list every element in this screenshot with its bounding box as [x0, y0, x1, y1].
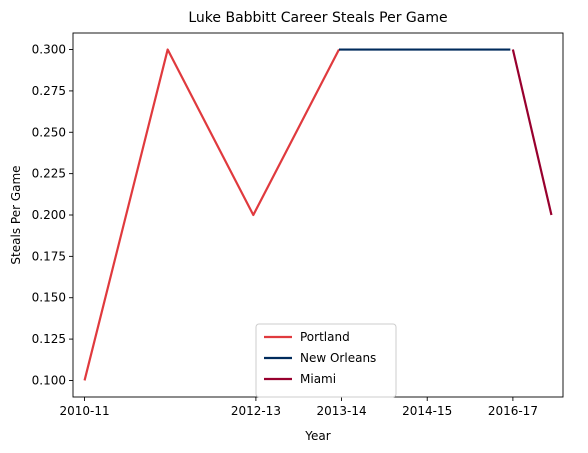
y-tick-label: 0.150: [32, 291, 66, 305]
x-tick-label: 2012-13: [231, 404, 281, 418]
series-lines: [83, 48, 553, 381]
y-tick-label: 0.300: [32, 43, 66, 57]
y-tick-label: 0.175: [32, 249, 66, 263]
legend-entry-label: Portland: [300, 330, 350, 344]
x-axis-title: Year: [304, 429, 330, 443]
y-tick-label: 0.275: [32, 84, 66, 98]
y-axis-title: Steals Per Game: [9, 165, 23, 264]
y-tick-label: 0.250: [32, 125, 66, 139]
y-tick-label: 0.100: [32, 373, 66, 387]
y-tick-label: 0.200: [32, 208, 66, 222]
y-tick-label: 0.225: [32, 167, 66, 181]
x-tick-label: 2016-17: [488, 404, 538, 418]
x-tick-label: 2010-11: [59, 404, 109, 418]
legend-entry-label: New Orleans: [300, 351, 376, 365]
legend-entry-label: Miami: [300, 372, 336, 386]
series-line-portland: [83, 48, 340, 381]
x-tick-label: 2013-14: [316, 404, 366, 418]
y-axis: 0.100 0.125 0.150 0.175 0.200 0.225 0.250 0.275…: [32, 43, 73, 387]
legend: Portland New Orleans Miami: [255, 323, 397, 398]
y-tick-label: 0.125: [32, 332, 66, 346]
chart-title: Luke Babbitt Career Steals Per Game: [188, 10, 447, 26]
x-tick-label: 2014-15: [402, 404, 452, 418]
series-line-miami: [511, 49, 553, 216]
x-axis: 2010-11 2012-13 2013-14 2014-15 2016-17: [59, 397, 538, 418]
